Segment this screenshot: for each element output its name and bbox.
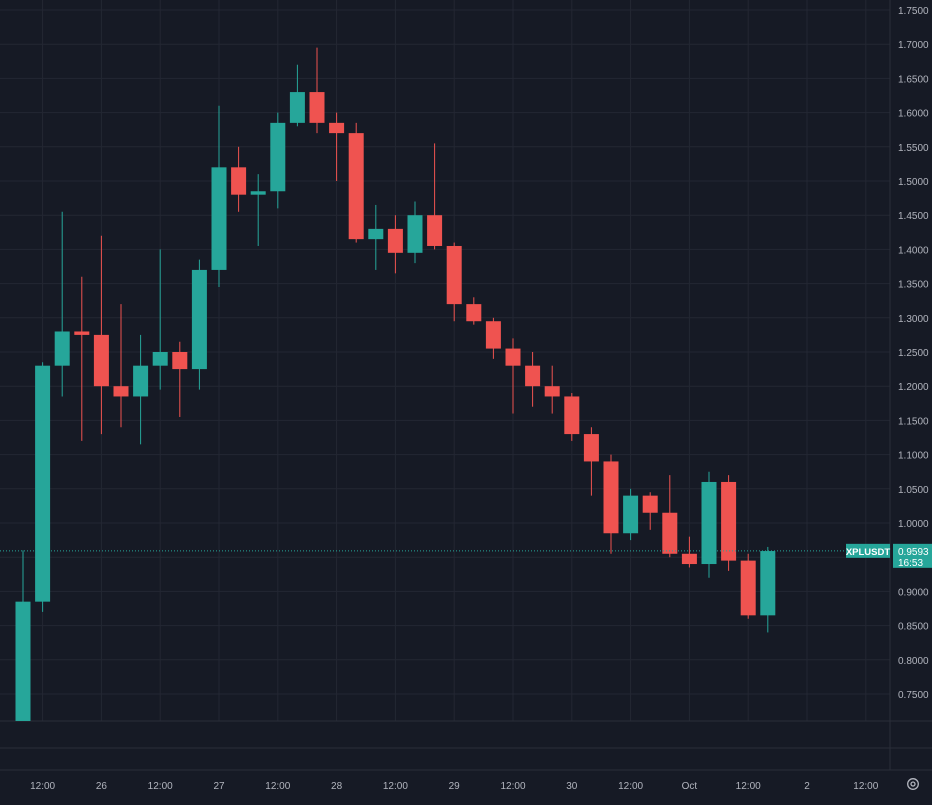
x-tick-label: 12:00 bbox=[383, 781, 408, 792]
candle-body-up bbox=[760, 551, 776, 616]
candle-body-down bbox=[740, 560, 756, 616]
x-tick-label: Oct bbox=[682, 781, 698, 792]
candle-body-down bbox=[172, 352, 188, 370]
candle-body-down bbox=[348, 133, 364, 240]
countdown-label: 16:53 bbox=[898, 558, 923, 569]
candle-body-down bbox=[231, 167, 247, 195]
y-tick-label: 1.0000 bbox=[898, 519, 929, 530]
candle-body-up bbox=[289, 92, 305, 123]
candle-body-up bbox=[211, 167, 227, 270]
y-tick-label: 1.5000 bbox=[898, 177, 929, 188]
gear-icon bbox=[907, 778, 919, 790]
y-tick-label: 0.8000 bbox=[898, 656, 929, 667]
y-tick-label: 1.7500 bbox=[898, 6, 929, 17]
x-tick-label: 12:00 bbox=[500, 781, 525, 792]
x-tick-label: 12:00 bbox=[853, 781, 878, 792]
y-tick-label: 1.6000 bbox=[898, 109, 929, 120]
y-tick-label: 1.2500 bbox=[898, 348, 929, 359]
candle-body-up bbox=[623, 495, 639, 534]
candle-body-down bbox=[329, 122, 345, 134]
y-tick-label: 1.3500 bbox=[898, 280, 929, 291]
candle-body-up bbox=[54, 331, 70, 366]
y-tick-label: 1.6500 bbox=[898, 74, 929, 85]
candle-body-down bbox=[544, 386, 560, 397]
candle-body-down bbox=[721, 481, 737, 561]
candle-body-down bbox=[505, 348, 521, 366]
x-tick-label: 12:00 bbox=[148, 781, 173, 792]
candle-body-down bbox=[113, 386, 129, 397]
candle-body-up bbox=[35, 365, 51, 602]
candle-body-down bbox=[387, 228, 403, 253]
candle-body-up bbox=[701, 481, 717, 565]
candle-body-down bbox=[525, 365, 541, 387]
candle-body-up bbox=[368, 228, 384, 240]
x-tick-label: 28 bbox=[331, 781, 343, 792]
candle-body-down bbox=[642, 495, 658, 513]
candle-body-up bbox=[270, 122, 286, 192]
candle-body-down bbox=[681, 553, 697, 565]
candle-body-down bbox=[662, 512, 678, 554]
candle-body-down bbox=[446, 245, 462, 305]
y-tick-label: 1.4000 bbox=[898, 245, 929, 256]
last-price-label-bg bbox=[893, 543, 932, 568]
candle-body-up bbox=[15, 601, 31, 721]
candle-body-up bbox=[407, 215, 423, 253]
y-tick-label: 1.2000 bbox=[898, 382, 929, 393]
candle-body-up bbox=[152, 352, 168, 366]
x-tick-label: 12:00 bbox=[265, 781, 290, 792]
y-tick-label: 0.7500 bbox=[898, 690, 929, 701]
x-tick-label: 12:00 bbox=[618, 781, 643, 792]
candle-body-down bbox=[466, 304, 482, 322]
candle-body-down bbox=[93, 334, 109, 387]
x-tick-label: 26 bbox=[96, 781, 108, 792]
candle-body-down bbox=[309, 92, 325, 123]
y-tick-label: 1.1500 bbox=[898, 416, 929, 427]
candle-body-down bbox=[603, 461, 619, 534]
y-tick-label: 0.9000 bbox=[898, 587, 929, 598]
x-tick-label: 2 bbox=[804, 781, 810, 792]
candle-body-up bbox=[191, 269, 207, 370]
candle-body-down bbox=[583, 434, 599, 462]
candle-body-down bbox=[427, 215, 443, 246]
candle-body-up bbox=[133, 365, 149, 397]
x-tick-label: 12:00 bbox=[736, 781, 761, 792]
x-tick-label: 29 bbox=[449, 781, 461, 792]
symbol-label-bg bbox=[846, 543, 890, 558]
candles-group bbox=[15, 47, 776, 721]
y-tick-label: 1.7000 bbox=[898, 40, 929, 51]
x-tick-label: 27 bbox=[213, 781, 225, 792]
y-tick-label: 1.5500 bbox=[898, 143, 929, 154]
last-price-label: 0.9593 bbox=[898, 547, 929, 558]
symbol-label: XPLUSDT bbox=[846, 547, 891, 558]
candle-body-down bbox=[564, 396, 580, 435]
x-tick-label: 12:00 bbox=[30, 781, 55, 792]
candle-body-down bbox=[485, 321, 501, 349]
y-tick-label: 1.0500 bbox=[898, 485, 929, 496]
y-tick-label: 1.3000 bbox=[898, 314, 929, 325]
y-tick-label: 1.1000 bbox=[898, 451, 929, 462]
x-tick-label: 30 bbox=[566, 781, 578, 792]
y-tick-label: 1.4500 bbox=[898, 211, 929, 222]
candle-body-up bbox=[250, 191, 266, 195]
y-tick-label: 0.8500 bbox=[898, 622, 929, 633]
candle-body-down bbox=[74, 331, 90, 335]
chart-settings-button[interactable] bbox=[902, 773, 924, 795]
